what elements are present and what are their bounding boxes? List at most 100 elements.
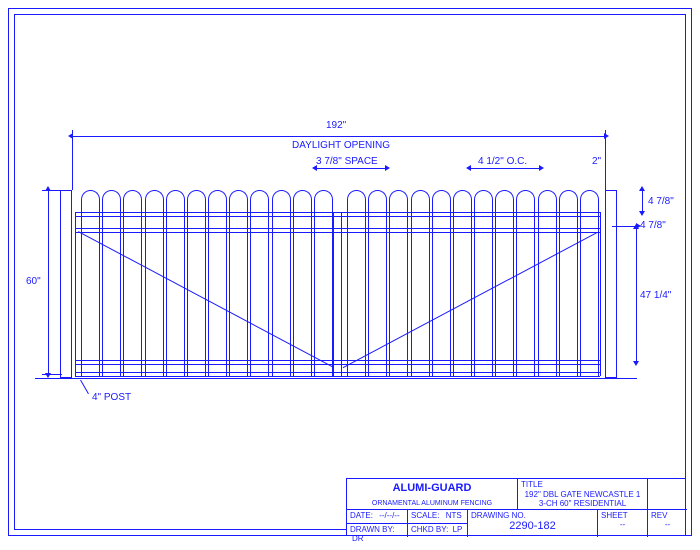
picket <box>290 212 291 376</box>
picket <box>429 212 430 376</box>
tb-title-label: TITLE <box>521 480 543 489</box>
picket <box>184 212 185 376</box>
dim-opening-text: DAYLIGHT OPENING <box>292 140 390 151</box>
loop <box>580 190 599 212</box>
picket <box>102 212 103 376</box>
tb-chkd-label: CHKD BY: <box>411 525 448 534</box>
loop <box>208 190 227 212</box>
tb-sheet: -- <box>601 520 644 529</box>
leaf-r-inner <box>341 212 342 376</box>
picket <box>453 212 454 376</box>
dim-two-text: 2" <box>592 156 601 167</box>
picket <box>293 212 294 376</box>
picket <box>386 212 387 376</box>
picket <box>347 212 348 376</box>
tb-date: --/--/-- <box>379 511 399 520</box>
picket <box>272 212 273 376</box>
picket <box>166 212 167 376</box>
picket <box>407 212 408 376</box>
picket <box>495 212 496 376</box>
picket <box>314 212 315 376</box>
rail-upper <box>75 228 600 229</box>
picket <box>474 212 475 376</box>
picket <box>163 212 164 376</box>
picket <box>120 212 121 376</box>
rail-bottom2 <box>75 376 600 377</box>
tb-rev: -- <box>651 520 684 529</box>
picket <box>538 212 539 376</box>
loop <box>187 190 206 212</box>
loop <box>432 190 451 212</box>
loop <box>516 190 535 212</box>
picket <box>311 212 312 376</box>
dim-topgap-text: 4 7/8" <box>648 196 674 207</box>
picket <box>229 212 230 376</box>
picket <box>208 212 209 376</box>
loop <box>453 190 472 212</box>
post-left <box>60 190 72 378</box>
tb-subtitle: ORNAMENTAL ALUMINUM FENCING <box>372 500 492 507</box>
picket <box>205 212 206 376</box>
loop <box>145 190 164 212</box>
picket <box>598 212 599 376</box>
loop <box>102 190 121 212</box>
picket <box>332 212 333 376</box>
dim-width-ext-l <box>72 130 73 190</box>
picket <box>450 212 451 376</box>
picket <box>577 212 578 376</box>
dim-width-line <box>72 136 605 137</box>
picket <box>81 212 82 376</box>
tb-company: ALUMI-GUARD <box>393 482 472 494</box>
dim-height-ext-b <box>42 374 62 375</box>
rail-lower <box>75 360 600 361</box>
picket <box>389 212 390 376</box>
picket <box>534 212 535 376</box>
tb-scale-label: SCALE: <box>411 511 439 520</box>
loop <box>538 190 557 212</box>
picket <box>123 212 124 376</box>
picket <box>513 212 514 376</box>
picket <box>145 212 146 376</box>
post-label: 4" POST <box>92 392 131 403</box>
rail-top2 <box>75 216 600 217</box>
picket <box>471 212 472 376</box>
loop <box>81 190 100 212</box>
tb-drawing-label: DRAWING NO. <box>471 511 526 520</box>
loop <box>293 190 312 212</box>
rail-bottom <box>75 372 600 373</box>
tb-chkd: LP <box>453 525 463 534</box>
picket <box>559 212 560 376</box>
inner-border <box>14 14 686 530</box>
dim-width-ext-r <box>605 130 606 190</box>
dim-lower-line <box>636 228 637 362</box>
dim-height-line <box>48 190 49 374</box>
loop <box>272 190 291 212</box>
picket <box>99 212 100 376</box>
tb-date-label: DATE: <box>350 511 373 520</box>
tb-scale: NTS <box>446 511 462 520</box>
dim-topgap-line <box>642 190 643 212</box>
dim-lower-text: 47 1/4" <box>640 290 671 301</box>
leaf-r-outer <box>600 212 601 376</box>
leaf-l-outer <box>75 212 76 376</box>
loop <box>347 190 366 212</box>
picket <box>247 212 248 376</box>
dim-oc-line <box>470 168 540 169</box>
picket <box>556 212 557 376</box>
ground-line <box>35 378 637 379</box>
tb-sheet-label: SHEET <box>601 511 628 520</box>
loop <box>250 190 269 212</box>
picket <box>226 212 227 376</box>
dim-oc-text: 4 1/2" O.C. <box>478 156 527 167</box>
loop <box>123 190 142 212</box>
loop <box>411 190 430 212</box>
tb-drawn-label: DRAWN BY: <box>350 525 395 534</box>
picket <box>432 212 433 376</box>
loop <box>166 190 185 212</box>
loop <box>495 190 514 212</box>
tb-rev-label: REV <box>651 511 667 520</box>
picket <box>368 212 369 376</box>
picket <box>250 212 251 376</box>
tb-drawing: 2290-182 <box>471 520 594 532</box>
rail-top <box>75 212 600 213</box>
